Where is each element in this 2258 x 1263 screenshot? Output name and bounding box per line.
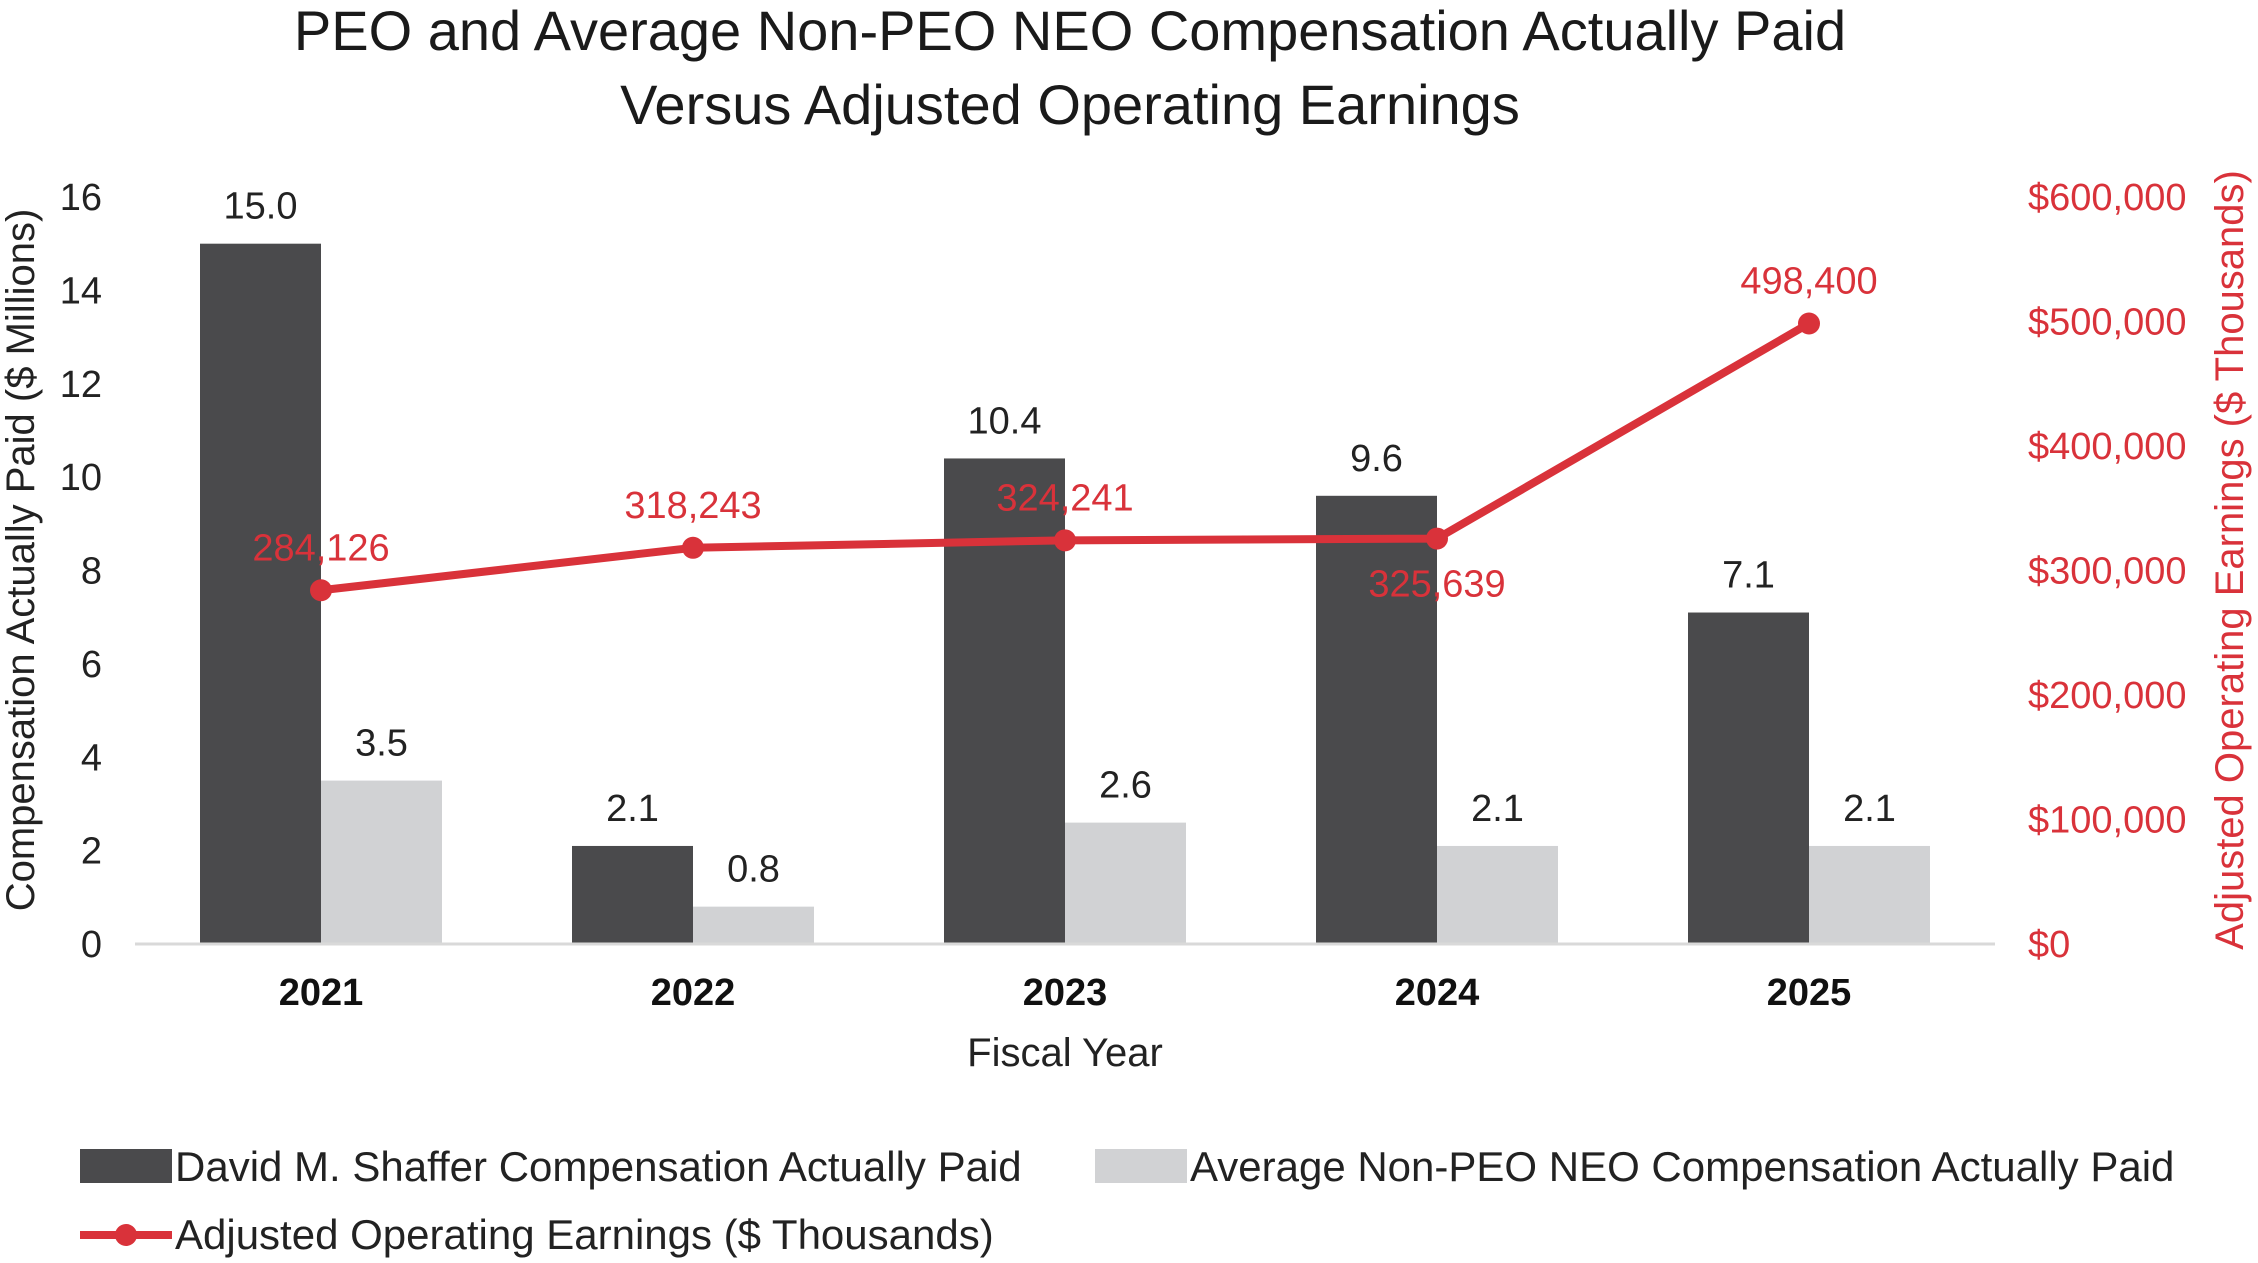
x-tick-label: 2023 (1023, 972, 1108, 1014)
earnings-data-labels: 284,126 318,243 324,241 325,639 498,400 (252, 260, 1877, 605)
bar-data-labels: 15.0 3.5 2.1 0.8 10.4 2.6 9.6 2.1 7.1 2.1 (224, 186, 1896, 891)
earnings-value-label: 324,241 (996, 477, 1133, 519)
y2-tick-label: $600,000 (2028, 177, 2187, 219)
bar-value-label: 0.8 (727, 849, 780, 891)
bar-value-label: 2.1 (606, 788, 659, 830)
legend: David M. Shaffer Compensation Actually P… (80, 1143, 2174, 1258)
bar-value-label: 3.5 (355, 723, 408, 765)
y2-tick-label: $200,000 (2028, 675, 2187, 717)
bar-peo (572, 845, 693, 944)
bar-neo (693, 906, 814, 944)
legend-label-neo: Average Non-PEO NEO Compensation Actuall… (1190, 1143, 2174, 1190)
y-axis-title: Compensation Actually Paid ($ Millions) (0, 209, 43, 912)
legend-swatch-neo (1095, 1149, 1187, 1183)
bar-peo (944, 458, 1065, 944)
y2-tick-label: $400,000 (2028, 426, 2187, 468)
legend-swatch-peo (80, 1149, 172, 1183)
x-tick-label: 2025 (1767, 972, 1852, 1014)
chart-title: PEO and Average Non-PEO NEO Compensation… (294, 0, 1846, 62)
bar-value-label: 9.6 (1350, 438, 1403, 480)
y-tick-label: 12 (60, 364, 102, 406)
bar-value-label: 7.1 (1722, 555, 1775, 597)
y2-tick-label: $100,000 (2028, 800, 2187, 842)
x-tick-label: 2022 (651, 972, 736, 1014)
y-tick-label: 4 (81, 737, 102, 779)
bar-value-label: 2.6 (1099, 765, 1152, 807)
earnings-value-label: 318,243 (624, 485, 761, 527)
x-tick-label: 2024 (1395, 972, 1480, 1014)
earnings-point (682, 536, 704, 559)
bar-neo (321, 780, 442, 944)
bar-neo (1809, 845, 1930, 944)
y-tick-label: 8 (81, 551, 102, 593)
bar-value-label: 15.0 (224, 186, 298, 228)
y-tick-label: 0 (81, 924, 102, 966)
earnings-point (1054, 529, 1076, 552)
y2-tick-label: $500,000 (2028, 302, 2187, 344)
y-tick-label: 2 (81, 831, 102, 873)
y-tick-label: 16 (60, 177, 102, 219)
earnings-point (1426, 527, 1448, 550)
earnings-value-label: 325,639 (1368, 564, 1505, 606)
bar-series (200, 243, 1930, 944)
category-labels: 2021 2022 2023 2024 2025 (279, 972, 1852, 1014)
bar-value-label: 2.1 (1843, 788, 1896, 830)
legend-swatch-earnings-marker (115, 1224, 137, 1246)
bar-neo (1437, 845, 1558, 944)
chart-subtitle: Versus Adjusted Operating Earnings (620, 73, 1520, 136)
y-tick-label: 14 (60, 270, 102, 312)
bar-peo (1688, 612, 1809, 944)
x-axis-title: Fiscal Year (967, 1031, 1163, 1075)
y2-tick-label: $0 (2028, 924, 2070, 966)
left-axis-ticks: 0 2 4 6 8 10 12 14 16 (60, 177, 102, 966)
bar-neo (1065, 822, 1186, 944)
earnings-line-series (310, 312, 1820, 602)
y2-tick-label: $300,000 (2028, 551, 2187, 593)
bar-peo (200, 243, 321, 944)
y-tick-label: 10 (60, 457, 102, 499)
right-axis-ticks: $0 $100,000 $200,000 $300,000 $400,000 $500,0… (2028, 177, 2187, 966)
earnings-value-label: 498,400 (1740, 260, 1877, 302)
legend-label-earnings: Adjusted Operating Earnings ($ Thousands… (175, 1211, 994, 1258)
earnings-point (1798, 312, 1820, 335)
bar-value-label: 2.1 (1471, 788, 1524, 830)
x-tick-label: 2021 (279, 972, 364, 1014)
bar-peo (1316, 495, 1437, 944)
earnings-value-label: 284,126 (252, 527, 389, 569)
y2-axis-title: Adjusted Operating Earnings ($ Thousands… (2208, 170, 2252, 950)
legend-label-peo: David M. Shaffer Compensation Actually P… (175, 1143, 1022, 1190)
earnings-point (310, 579, 332, 602)
y-tick-label: 6 (81, 644, 102, 686)
bar-value-label: 10.4 (968, 400, 1042, 442)
